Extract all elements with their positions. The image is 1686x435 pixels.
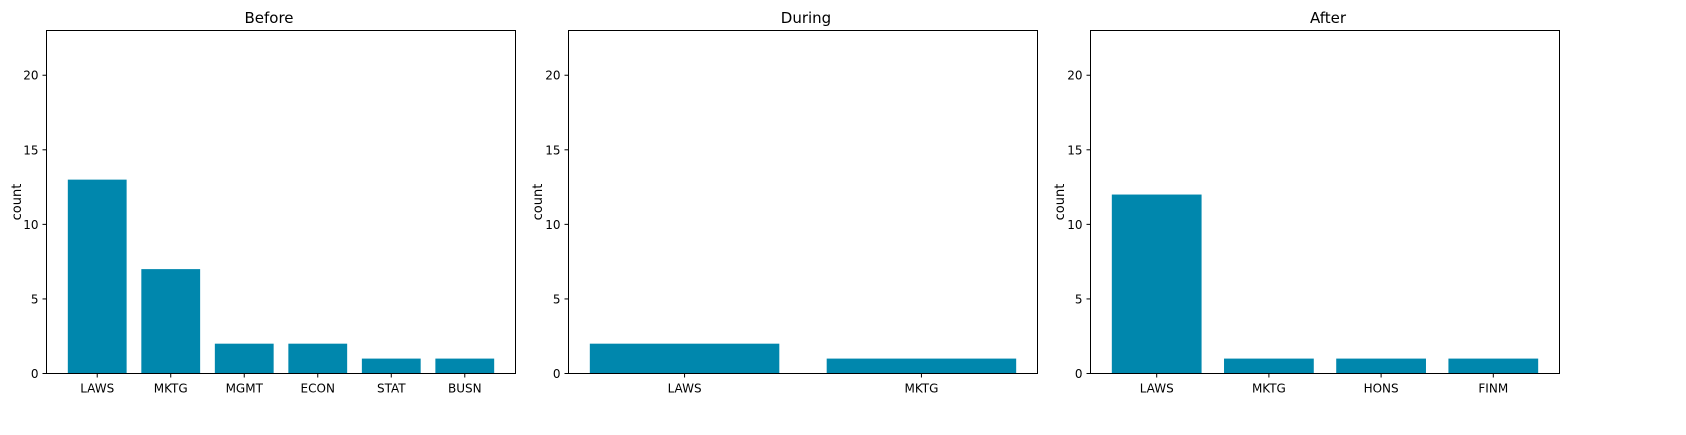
x-tick-label: MKTG [154, 382, 188, 396]
plot-frame [1090, 30, 1560, 374]
x-tick-label: HONS [1364, 382, 1399, 396]
y-tick-label: 20 [545, 69, 560, 83]
x-tick-label: ECON [301, 382, 335, 396]
y-tick-label: 15 [23, 143, 38, 157]
y-tick-label: 20 [23, 69, 38, 83]
x-tick-label: MKTG [1252, 382, 1286, 396]
y-tick-label: 0 [31, 367, 39, 381]
y-tick-label: 20 [1067, 69, 1082, 83]
y-tick-label: 15 [1067, 143, 1082, 157]
x-tick-label: LAWS [668, 382, 702, 396]
x-tick-label: MKTG [904, 382, 938, 396]
y-tick-label: 5 [1075, 292, 1083, 306]
y-tick-label: 0 [1075, 367, 1083, 381]
bar-laws [67, 179, 127, 374]
bar-mktg [141, 269, 201, 374]
y-axis-label: count [1053, 184, 1068, 221]
subplot-before: Before count LAWS MKTG MGMT ECON STAT BUSN 0 5 1… [10, 9, 516, 396]
bar-stat [361, 358, 421, 374]
subplot-after: After count LAWS MKTG HONS FINM 0 5 10 15 20 [1053, 9, 1560, 396]
y-tick-label: 5 [31, 292, 39, 306]
bar-hons [1336, 358, 1426, 374]
subplot-title: During [781, 9, 831, 27]
bar-mktg [1224, 358, 1314, 374]
x-tick-label: BUSN [448, 382, 482, 396]
bar-laws [589, 343, 780, 374]
x-tick-label: LAWS [80, 382, 114, 396]
bar-laws [1111, 194, 1202, 374]
y-tick-label: 10 [545, 218, 560, 232]
bar-mktg [826, 358, 1017, 374]
x-tick-label: MGMT [226, 382, 264, 396]
plot-frame [46, 30, 516, 374]
x-tick-label: LAWS [1140, 382, 1174, 396]
bar-econ [288, 343, 348, 374]
y-tick-label: 15 [545, 143, 560, 157]
subplot-during: During count LAWS MKTG 0 5 10 15 20 [531, 9, 1038, 396]
bar-finm [1448, 358, 1539, 374]
y-tick-label: 10 [23, 218, 38, 232]
x-tick-label: STAT [377, 382, 406, 396]
bar-busn [435, 358, 495, 374]
y-axis-label: count [10, 184, 25, 221]
subplot-title: Before [244, 9, 293, 27]
plot-frame [568, 30, 1038, 374]
x-tick-label: FINM [1478, 382, 1508, 396]
subplot-title: After [1310, 9, 1347, 27]
y-tick-label: 0 [553, 367, 561, 381]
bar-mgmt [214, 343, 274, 374]
y-axis-label: count [531, 184, 546, 221]
y-tick-label: 5 [553, 292, 561, 306]
y-tick-label: 10 [1067, 218, 1082, 232]
